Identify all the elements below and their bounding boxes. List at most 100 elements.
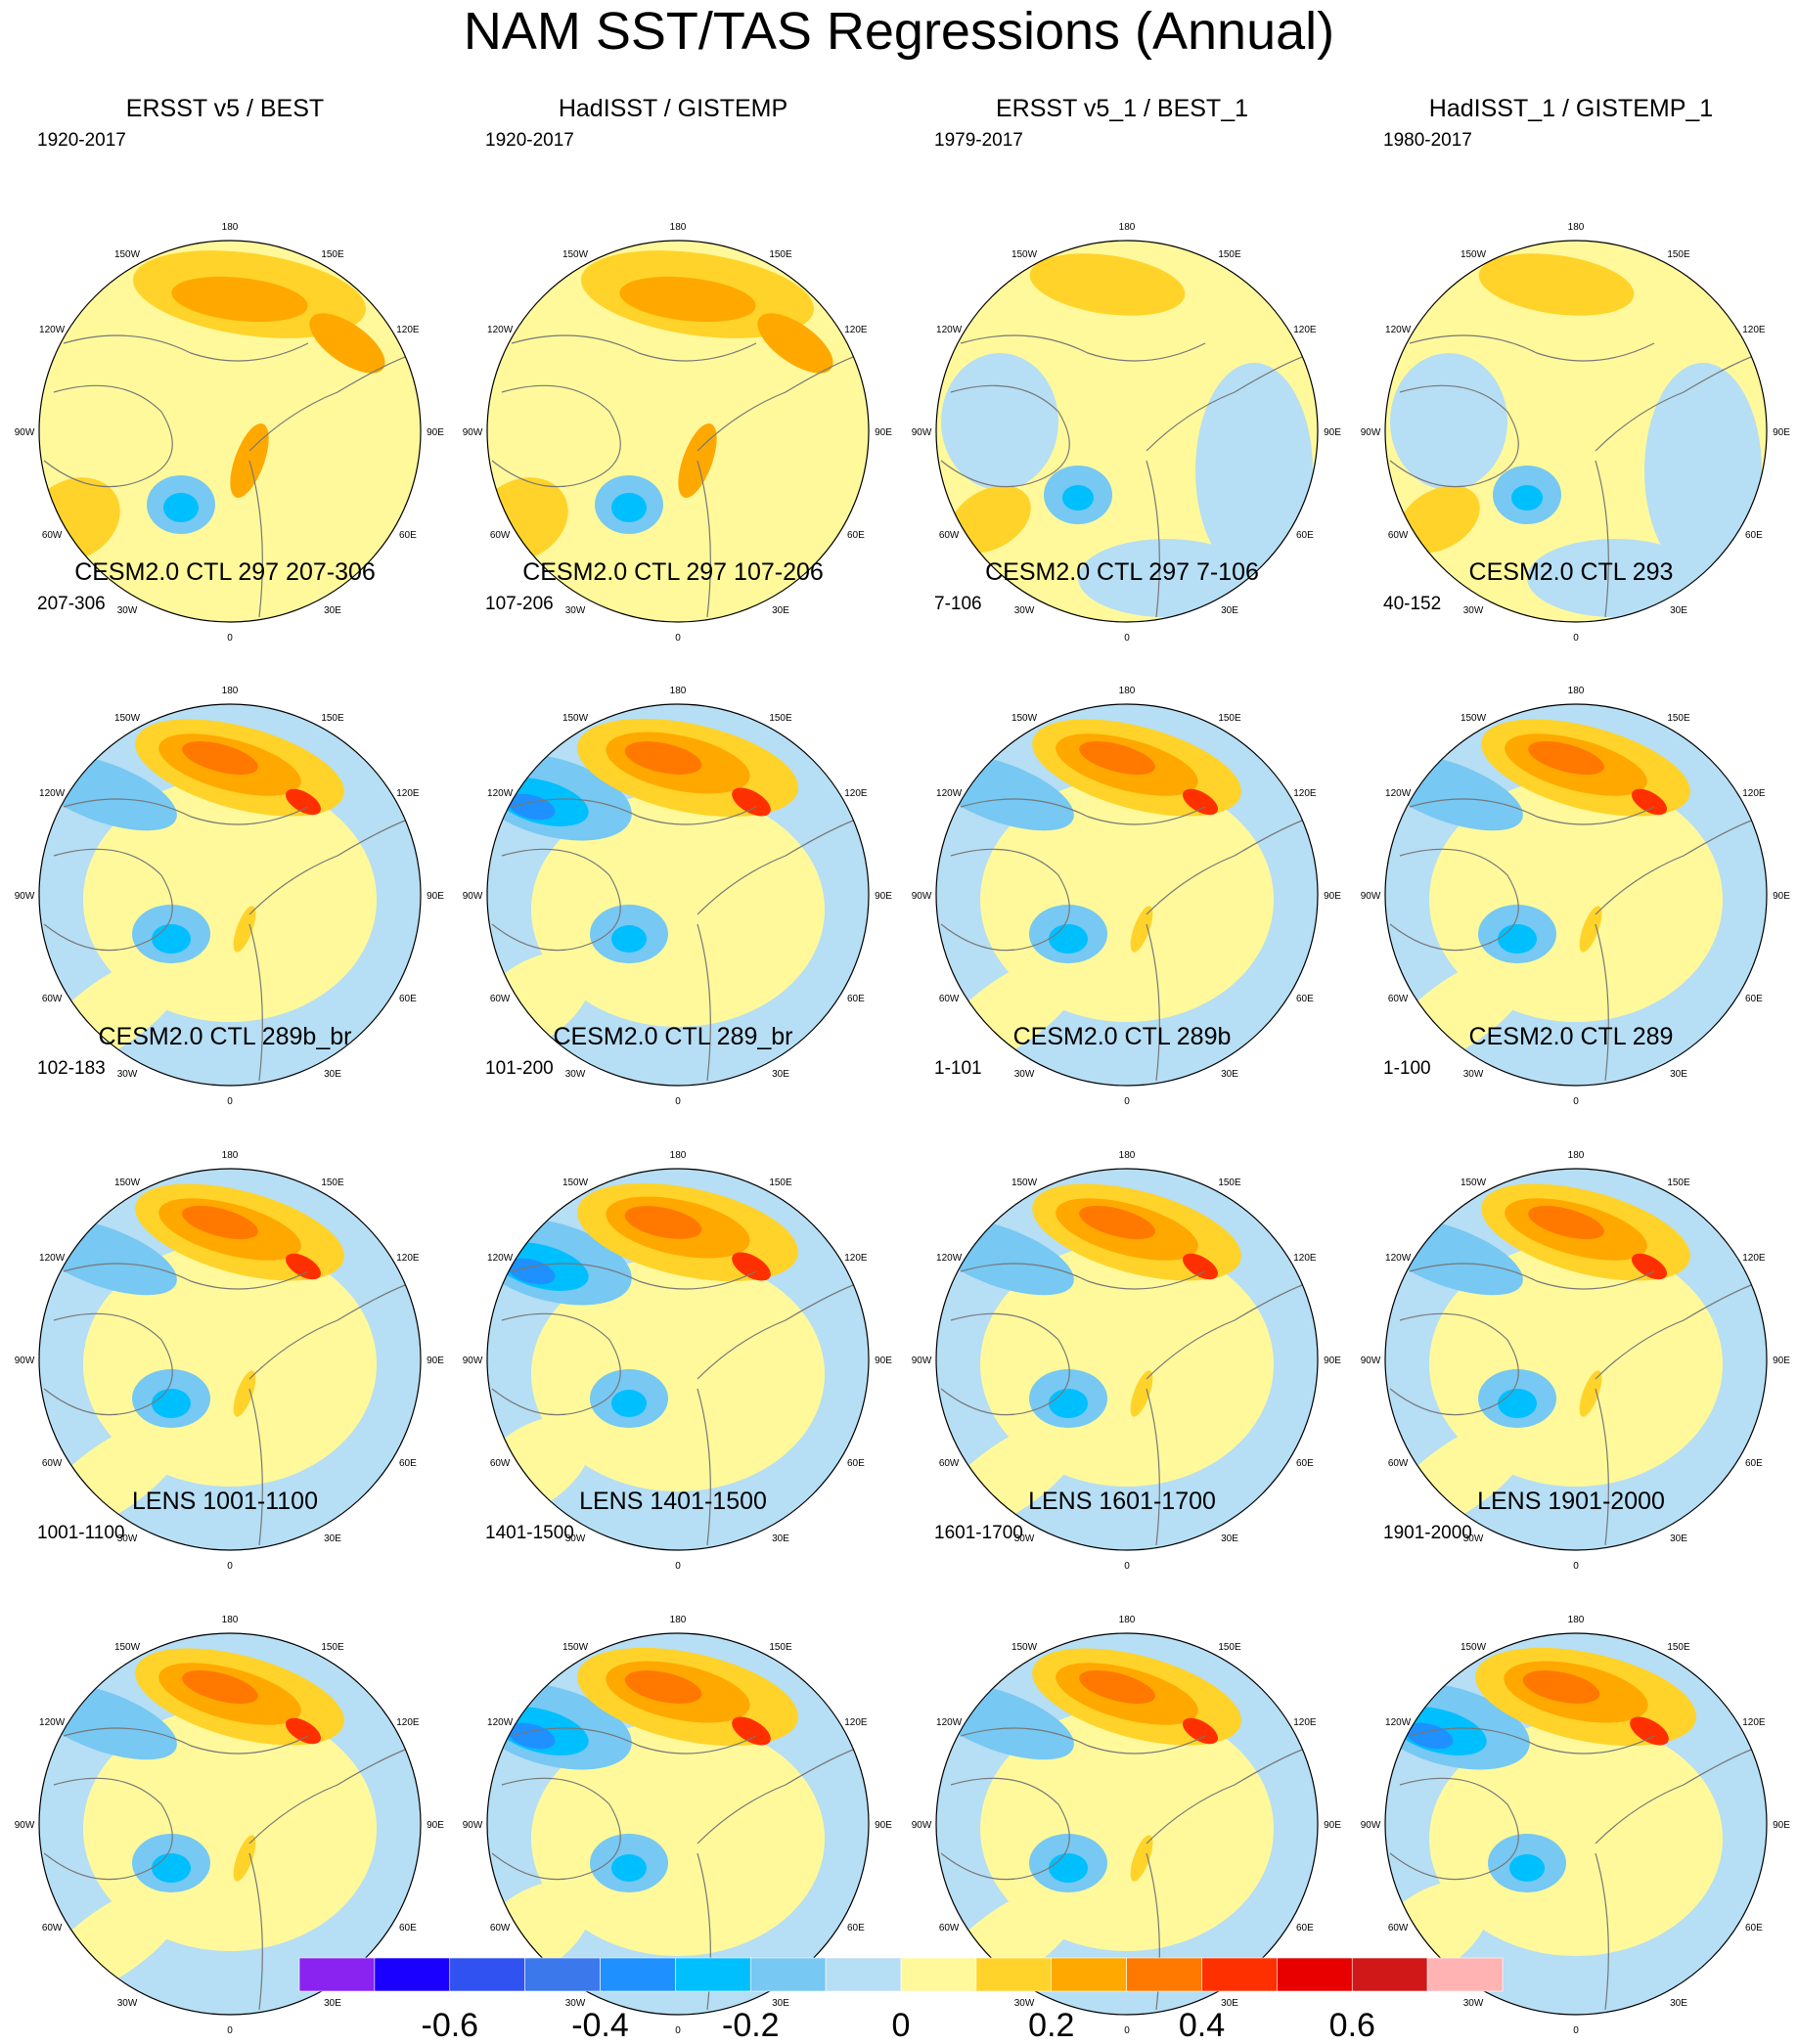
longitude-label: 30E [772, 605, 789, 616]
longitude-label: 30E [324, 1533, 341, 1544]
regression-field [1385, 1633, 1767, 2015]
coastlines [1389, 798, 1763, 1082]
polar-map: 180 150E 120E 90E 60E 30E 0 30W 60W 90W 120W 150W [1361, 1615, 1791, 2036]
longitude-label: 180 [1568, 1615, 1585, 1625]
longitude-label: 150W [1461, 713, 1487, 724]
panel-title: HadISST / GISTEMP [558, 95, 788, 122]
polar-map: 180 150E 120E 90E 60E 30E 0 30W 60W 90W 120W 150W [1361, 1150, 1791, 1572]
panel-period: 1601-1700 [934, 1523, 1023, 1543]
longitude-label: 60W [939, 994, 960, 1004]
map-boundary [935, 1168, 1319, 1551]
panel-title: LENS 1401-1500 [579, 1488, 767, 1515]
longitude-label: 90E [1773, 1355, 1790, 1366]
longitude-label: 150E [321, 1178, 344, 1188]
longitude-label: 0 [1124, 2025, 1130, 2036]
map-boundary [486, 1168, 870, 1551]
map-boundary [38, 1168, 422, 1551]
longitude-label: 30W [117, 1069, 138, 1080]
longitude-label: 90W [912, 1820, 932, 1831]
longitude-label: 90E [1324, 1820, 1341, 1831]
longitude-label: 30E [772, 1069, 789, 1080]
longitude-label: 120E [1742, 1717, 1766, 1728]
longitude-label: 0 [675, 1096, 681, 1107]
longitude-label: 60W [1388, 994, 1409, 1004]
longitude-label: 120E [844, 788, 868, 799]
longitude-label: 150E [1218, 1642, 1241, 1653]
longitude-label: 30W [565, 1533, 586, 1544]
longitude-label: 60E [1745, 530, 1763, 541]
longitude-label: 120W [936, 1253, 963, 1264]
longitude-label: 60E [1745, 1458, 1763, 1469]
longitude-label: 90E [1324, 891, 1341, 902]
longitude-label: 120W [1385, 1253, 1412, 1264]
longitude-label: 0 [1124, 1561, 1130, 1572]
map-panel: ERSST v5 / BEST 1920-2017 180 150E 120E 90E 60… [10, 94, 445, 644]
panel-title: CESM2.0 CTL 297 207-306 [74, 558, 376, 586]
longitude-label: 0 [1573, 2025, 1579, 2036]
longitude-label: 60E [399, 994, 417, 1004]
longitude-label: 60E [399, 1458, 417, 1469]
longitude-label: 180 [1119, 1615, 1136, 1625]
map-boundary [486, 240, 870, 623]
longitude-label: 60W [1388, 1923, 1409, 1933]
panel-period: 1979-2017 [934, 130, 1023, 151]
longitude-label: 150W [1011, 1642, 1038, 1653]
longitude-label: 30E [1221, 605, 1238, 616]
regression-field [936, 241, 1318, 622]
map-panel: CESM2.0 CTL 297 7-106 7-106 180 150E 120E 90E… [907, 557, 1342, 1107]
longitude-label: 120W [39, 1717, 66, 1728]
longitude-label: 150W [114, 713, 141, 724]
polar-map: 180 150E 120E 90E 60E 30E 0 30W 60W 90W 120W 150W [912, 1150, 1342, 1572]
regression-field [487, 1633, 869, 2015]
longitude-label: 150E [1667, 1642, 1690, 1653]
longitude-label: 150E [321, 713, 344, 724]
longitude-label: 60E [399, 530, 417, 541]
longitude-label: 90W [463, 1355, 483, 1366]
longitude-label: 120E [844, 1717, 868, 1728]
longitude-label: 90E [1773, 1820, 1790, 1831]
longitude-label: 90W [15, 427, 35, 438]
coastlines [491, 798, 865, 1082]
coastlines [491, 334, 865, 618]
longitude-label: 120W [39, 1253, 66, 1264]
longitude-label: 180 [1568, 222, 1585, 233]
longitude-label: 30E [772, 1998, 789, 2009]
longitude-label: 90E [1324, 1355, 1341, 1366]
longitude-label: 0 [1124, 1096, 1130, 1107]
map-panel: CESM2.0 CTL 289 1-100 180 150E 120E 90E 60E 30E… [1356, 1022, 1791, 1572]
longitude-label: 180 [222, 686, 239, 696]
longitude-label: 90W [912, 427, 932, 438]
longitude-label: 90W [1361, 427, 1381, 438]
longitude-label: 30E [1670, 1998, 1687, 2009]
map-boundary [935, 703, 1319, 1087]
longitude-label: 0 [1573, 633, 1579, 644]
longitude-label: 150E [769, 713, 792, 724]
longitude-label: 60W [939, 530, 960, 541]
map-boundary [1384, 1632, 1768, 2016]
coastlines [940, 334, 1314, 618]
longitude-label: 30E [1221, 1533, 1238, 1544]
polar-map: 180 150E 120E 90E 60E 30E 0 30W 60W 90W 120W 150W [15, 222, 445, 644]
longitude-label: 60W [939, 1458, 960, 1469]
longitude-label: 150W [114, 1642, 141, 1653]
panel-title: CESM2.0 CTL 289b_br [98, 1023, 352, 1050]
longitude-label: 150E [1667, 1178, 1690, 1188]
longitude-label: 150W [1011, 249, 1038, 260]
longitude-label: 90E [875, 427, 892, 438]
longitude-label: 90E [1773, 891, 1790, 902]
polar-map: 180 150E 120E 90E 60E 30E 0 30W 60W 90W 120W 150W [1361, 686, 1791, 1107]
longitude-label: 0 [227, 1561, 233, 1572]
longitude-label: 120W [487, 1253, 514, 1264]
map-boundary [935, 240, 1319, 623]
map-panel: LENS 1001-1100 1001-1100 180 150E 120E 90E 60E… [10, 1487, 445, 2036]
longitude-label: 30W [1463, 605, 1484, 616]
panel-period: 1-100 [1383, 1058, 1431, 1079]
longitude-label: 60W [490, 994, 511, 1004]
longitude-label: 180 [1568, 1150, 1585, 1161]
longitude-label: 120E [1742, 788, 1766, 799]
panel-title: CESM2.0 CTL 289 [1468, 1023, 1674, 1050]
longitude-label: 30W [1014, 1998, 1035, 2009]
panel-period: 1920-2017 [37, 130, 126, 151]
longitude-label: 150E [769, 1178, 792, 1188]
longitude-label: 150W [562, 713, 589, 724]
